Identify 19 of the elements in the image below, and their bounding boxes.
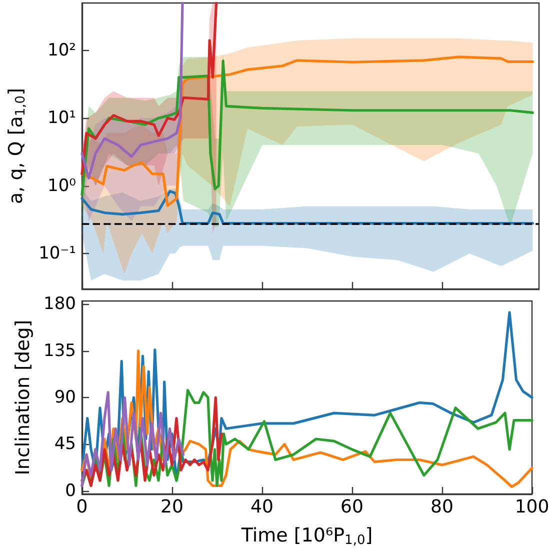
x-tick-label: 100 (514, 496, 550, 518)
y-tick-label: 10⁰ (48, 176, 76, 196)
y-tick-label: 135 (44, 340, 76, 361)
y-tick-label: 180 (44, 294, 76, 314)
y-tick-label: 45 (54, 434, 76, 454)
x-tick-label: 60 (340, 496, 364, 518)
line-series (80, 2, 218, 176)
line-series (80, 2, 184, 180)
line-series (80, 391, 185, 487)
y-axis-title: a, q, Q [a1,0] (5, 88, 29, 204)
x-tick-label: 80 (430, 496, 454, 518)
x-tick-label: 20 (160, 496, 184, 518)
y-tick-label: 10¹ (48, 108, 76, 128)
y-tick-label: 90 (54, 388, 76, 408)
y-tick-label: 0 (65, 480, 76, 501)
x-tick-label: 40 (250, 496, 274, 518)
y-tick-label: 10⁻¹ (38, 244, 76, 264)
y-tick-label: 10² (48, 40, 76, 60)
y-axis-title: Inclination [deg] (12, 320, 34, 476)
